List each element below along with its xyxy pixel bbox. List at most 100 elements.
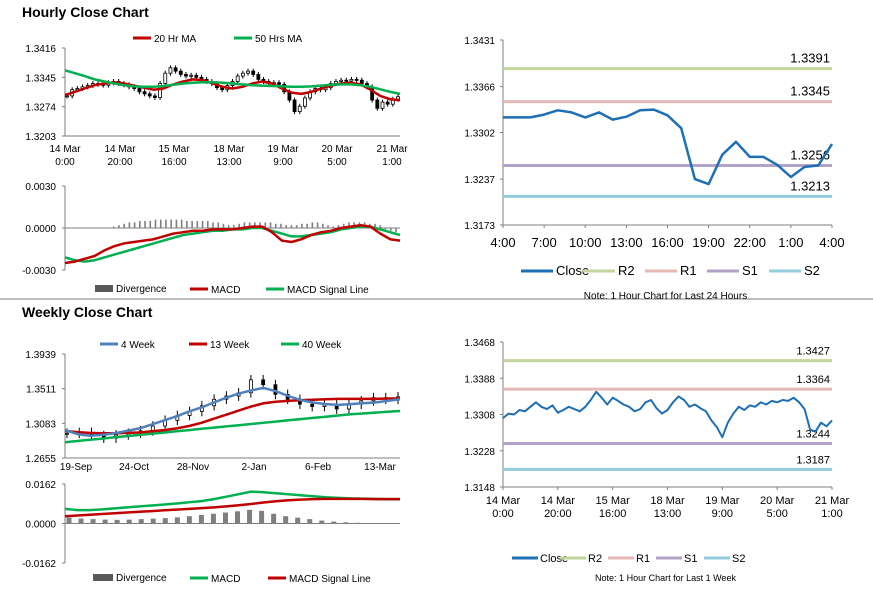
hourly-price-candle-body [184,74,188,77]
hourly-price-candle-body [251,70,256,75]
weekly-close-1w-legend-label: R2 [588,553,602,565]
weekly-close-1w-legend-label: S1 [684,553,697,565]
hourly-price-candle-body [168,67,173,74]
weekly-price-y-tick-label: 1.2655 [25,454,56,465]
hourly-close-24h-x-tick-label: 1:00 [778,235,803,250]
hourly-macd-signal-legend-label: MACD Signal Line [287,285,369,296]
weekly-close-1w-x-tick-label: 14 Mar [486,495,521,507]
weekly-close-1w-x-tick-label: 5:00 [766,508,787,520]
weekly-macd-divergence-bar [114,519,120,524]
hourly-price-x-tick-label: 18 Mar [213,144,245,155]
hourly-price-candle-body [354,78,359,81]
hourly-macd-divergence-bar [227,225,230,228]
weekly-macd-divergence-bar [271,513,277,524]
hourly-macd-divergence-bar [311,222,314,228]
weekly-close-1w-y-tick-label: 1.3468 [464,338,495,349]
hourly-price-candle-body [380,101,385,109]
weekly-close-1w-x-tick-label: 16:00 [599,508,627,520]
hourly-price-candle-body [292,99,297,113]
weekly-close-1w-x-tick-label: 19 Mar [705,495,740,507]
hourly-price-candle-body [235,75,240,82]
hourly-macd-y-tick-label: -0.0030 [22,266,56,277]
hourly-macd-divergence-bar [175,219,178,228]
weekly-price-y-tick-label: 1.3083 [25,419,56,430]
hourly-macd-divergence-bar [196,221,199,228]
hourly-close-24h-y-tick-label: 1.3366 [464,83,495,94]
weekly-close-1w-level-r2-label: 1.3427 [796,346,830,358]
hourly-macd-divergence-bar [342,223,345,228]
weekly-macd-divergence-bar [355,522,361,524]
hourly-macd-divergence-bar [316,222,319,228]
hourly-price-candle-body [178,70,183,75]
hourly-close-24h-level-r2-label: 1.3391 [790,51,830,66]
weekly-divergence-legend-swatch [93,574,113,581]
weekly-4week-legend-label: 4 Week [121,340,156,351]
weekly-macd-divergence-bar [391,523,397,524]
hourly-price-candle-body [339,79,344,82]
weekly-close-1w-x-tick-label: 14 Mar [541,495,576,507]
weekly-macd-divergence-bar [307,519,313,524]
hourly-close-24h-legend-label: S2 [804,263,820,278]
hourly-price-candle-body [375,99,380,109]
weekly-4week-line [64,386,401,437]
hourly-macd-divergence-bar [379,225,382,228]
hourly-macd-divergence-bar [191,221,193,228]
weekly-close-1w-x-tick-label: 9:00 [712,508,733,520]
hourly-price-x-tick-label: 9:00 [273,157,293,168]
hourly-macd-divergence-bar [170,219,172,228]
hourly-macd-divergence-bar [269,222,272,228]
weekly-close-1w-x-tick-label: 20 Mar [760,495,795,507]
hourly-close-24h-y-tick-label: 1.3431 [464,36,495,47]
hourly-macd-divergence-bar [118,225,120,228]
hourly-close-24h-x-tick-label: 19:00 [692,235,725,250]
hourly-price-candle-body [385,101,390,105]
hourly-macd-divergence-bar [201,221,204,228]
weekly-macd-divergence-bar [295,517,301,524]
weekly-macd-divergence-bar [210,513,216,524]
weekly-close-1w-level-r1-label: 1.3364 [796,374,830,386]
weekly-macd-divergence-bar [319,520,325,524]
hourly-price-candle-body [173,67,178,72]
hourly-macd-divergence-bar [290,225,293,228]
hourly-close-24h-x-tick-label: 13:00 [610,235,643,250]
weekly-macd-divergence-bar [235,511,241,524]
hourly-macd-divergence-bar [206,221,209,228]
weekly-close-1w-y-tick-label: 1.3228 [464,447,495,458]
weekly-macd-divergence-bar [150,518,156,524]
hourly-price-candle-body [246,70,250,74]
hourly-close-24h-close-line [503,108,834,186]
weekly-macd-divergence-bar [78,518,84,524]
weekly-macd-signal-line [64,497,400,518]
hourly-macd-divergence-bar [233,225,235,228]
hourly-macd-divergence-bar [159,219,162,228]
weekly-macd-divergence-bar [90,519,96,524]
hourly-price-x-tick-label: 14 Mar [104,144,136,155]
hourly-macd-divergence-bar [243,222,246,228]
weekly-price-x-tick-label: 24-Oct [119,462,149,473]
hourly-price-x-tick-label: 5:00 [327,157,347,168]
hourly-price-y-tick-label: 1.3274 [25,103,56,114]
hourly-price-x-tick-label: 20:00 [107,157,132,168]
weekly-macd-divergence-bar [283,516,289,524]
weekly-price-x-tick-label: 13-Mar [364,462,396,473]
hourly-macd-divergence-bar [264,222,267,228]
weekly-macd-divergence-bar [343,522,349,524]
weekly-close-1w-x-tick-label: 15 Mar [596,495,631,507]
hourly-price-x-tick-label: 14 Mar [49,144,81,155]
weekly-close-1w-x-tick-label: 1:00 [821,508,842,520]
weekly-macd-divergence-bar [186,516,192,524]
weekly-close-1w-x-tick-label: 18 Mar [650,495,685,507]
hourly-close-24h-x-tick-label: 4:00 [490,235,515,250]
weekly-price-x-tick-label: 2-Jan [241,462,266,473]
hourly-macd-divergence-bar [222,223,225,228]
hourly-price-candle-body [189,74,194,77]
weekly-close-1w-legend-label: S2 [732,553,745,565]
hourly-close-24h-note: Note: 1 Hour Chart for Last 24 Hours [584,291,747,302]
hourly-macd-divergence-bar [274,223,277,228]
hourly-macd-divergence-bar [259,222,261,228]
weekly-price-candle-body [310,403,315,407]
weekly-price-x-tick-label: 19-Sep [60,462,93,473]
weekly-price-y-tick-label: 1.3511 [26,385,56,396]
weekly-macd-y-tick-label: -0.0162 [22,559,56,570]
weekly-40week-legend-label: 40 Week [302,340,342,351]
